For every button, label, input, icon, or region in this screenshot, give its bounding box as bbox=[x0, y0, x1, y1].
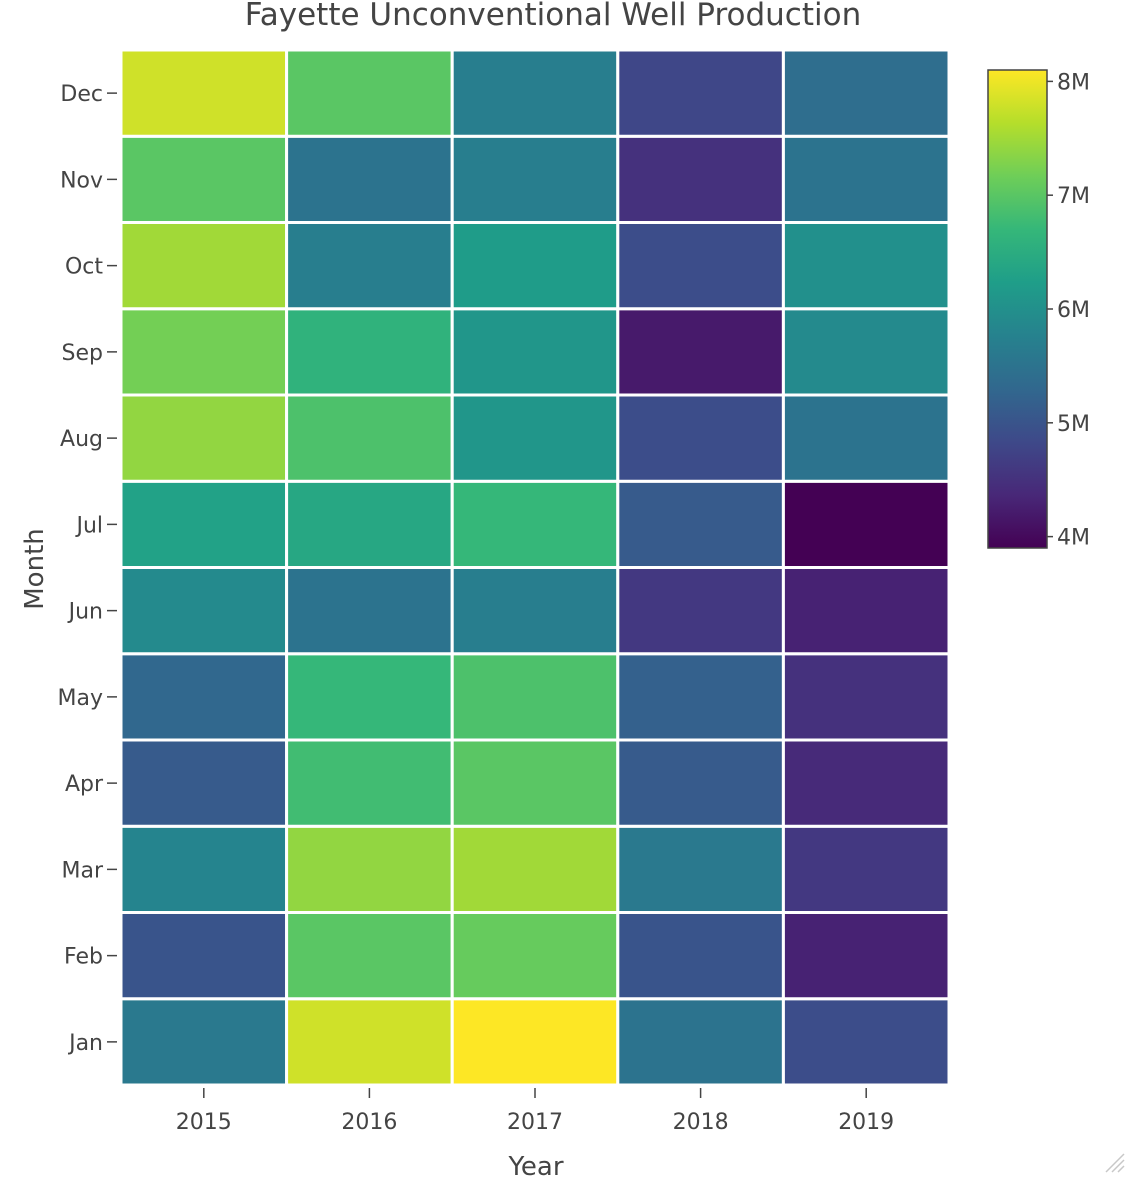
heatmap-cell-2017-nov[interactable] bbox=[450, 134, 620, 224]
colorbar-tick-label: 7M bbox=[1057, 184, 1090, 209]
heatmap-cell-2016-oct[interactable] bbox=[285, 221, 454, 311]
colorbar-tick-label: 6M bbox=[1057, 298, 1090, 323]
y-tick-label-feb: Feb bbox=[64, 945, 103, 970]
colorbar-scale bbox=[987, 69, 1048, 549]
heatmap-cells bbox=[119, 48, 951, 1087]
heatmap-cell-2016-nov[interactable] bbox=[285, 134, 454, 224]
y-tick-label-oct: Oct bbox=[65, 255, 103, 280]
y-tick-label-dec: Dec bbox=[60, 82, 103, 107]
heatmap-cell-2016-jul[interactable] bbox=[285, 479, 454, 569]
heatmap-cell-2015-dec[interactable] bbox=[119, 48, 289, 138]
x-axis-title: Year bbox=[507, 1152, 563, 1178]
x-tick-label-2018: 2018 bbox=[673, 1110, 729, 1135]
heatmap-cell-2015-feb[interactable] bbox=[119, 911, 289, 1001]
heatmap-cell-2017-jul[interactable] bbox=[450, 479, 620, 569]
heatmap-cell-2017-jun[interactable] bbox=[450, 566, 620, 656]
heatmap-cell-2017-apr[interactable] bbox=[450, 738, 620, 828]
heatmap-cell-2019-oct[interactable] bbox=[781, 221, 951, 311]
heatmap-cell-2018-jun[interactable] bbox=[616, 566, 785, 656]
heatmap-cell-2016-sep[interactable] bbox=[285, 307, 454, 397]
heatmap-cell-2019-aug[interactable] bbox=[781, 393, 951, 483]
heatmap-cell-2019-jul[interactable] bbox=[781, 479, 951, 569]
heatmap-cell-2015-mar[interactable] bbox=[119, 824, 289, 914]
heatmap-cell-2019-nov[interactable] bbox=[781, 134, 951, 224]
heatmap-cell-2018-jul[interactable] bbox=[616, 479, 785, 569]
heatmap-cell-2016-jun[interactable] bbox=[285, 566, 454, 656]
heatmap-cell-2018-dec[interactable] bbox=[616, 48, 785, 138]
heatmap-cell-2017-sep[interactable] bbox=[450, 307, 620, 397]
heatmap-cell-2015-oct[interactable] bbox=[119, 221, 289, 311]
y-tick-label-may: May bbox=[58, 686, 103, 711]
heatmap-cell-2017-may[interactable] bbox=[450, 652, 620, 742]
heatmap-cell-2015-jul[interactable] bbox=[119, 479, 289, 569]
heatmap-cell-2018-feb[interactable] bbox=[616, 911, 785, 1001]
heatmap-cell-2017-oct[interactable] bbox=[450, 221, 620, 311]
heatmap-cell-2018-aug[interactable] bbox=[616, 393, 785, 483]
x-axis: 2015 2016 2017 2018 2019 bbox=[176, 1088, 894, 1135]
y-axis-title: Month bbox=[20, 528, 50, 610]
heatmap-cell-2019-apr[interactable] bbox=[781, 738, 951, 828]
heatmap-cell-2016-mar[interactable] bbox=[285, 824, 454, 914]
heatmap-cell-2015-aug[interactable] bbox=[119, 393, 289, 483]
heatmap-cell-2017-feb[interactable] bbox=[450, 911, 620, 1001]
heatmap-cell-2016-apr[interactable] bbox=[285, 738, 454, 828]
heatmap-cell-2018-apr[interactable] bbox=[616, 738, 785, 828]
x-tick-label-2016: 2016 bbox=[341, 1110, 397, 1135]
y-tick-label-jun: Jun bbox=[67, 600, 103, 625]
x-tick-label-2019: 2019 bbox=[838, 1110, 894, 1135]
heatmap-cell-2015-apr[interactable] bbox=[119, 738, 289, 828]
heatmap-cell-2016-feb[interactable] bbox=[285, 911, 454, 1001]
heatmap-cell-2019-sep[interactable] bbox=[781, 307, 951, 397]
heatmap-cell-2017-aug[interactable] bbox=[450, 393, 620, 483]
x-tick-label-2015: 2015 bbox=[176, 1110, 232, 1135]
heatmap-cell-2018-may[interactable] bbox=[616, 652, 785, 742]
heatmap-cell-2016-may[interactable] bbox=[285, 652, 454, 742]
heatmap-cell-2015-may[interactable] bbox=[119, 652, 289, 742]
heatmap-cell-2015-sep[interactable] bbox=[119, 307, 289, 397]
chart-title: Fayette Unconventional Well Production bbox=[245, 0, 861, 33]
heatmap-cell-2016-aug[interactable] bbox=[285, 393, 454, 483]
heatmap-cell-2016-jan[interactable] bbox=[285, 997, 454, 1087]
heatmap-cell-2019-jun[interactable] bbox=[781, 566, 951, 656]
heatmap-cell-2016-dec[interactable] bbox=[285, 48, 454, 138]
heatmap-cell-2018-nov[interactable] bbox=[616, 134, 785, 224]
heatmap-cell-2019-may[interactable] bbox=[781, 652, 951, 742]
y-axis: Jan Feb Mar Apr May Jun Jul Aug Sep Oct Nov Dec bbox=[58, 82, 117, 1056]
y-tick-label-jul: Jul bbox=[74, 513, 103, 538]
x-tick-label-2017: 2017 bbox=[507, 1110, 563, 1135]
y-tick-label-mar: Mar bbox=[61, 858, 103, 883]
y-tick-label-apr: Apr bbox=[65, 772, 104, 797]
y-tick-label-nov: Nov bbox=[60, 168, 103, 193]
heatmap-cell-2018-mar[interactable] bbox=[616, 824, 785, 914]
y-tick-label-jan: Jan bbox=[67, 1031, 103, 1056]
heatmap-cell-2019-feb[interactable] bbox=[781, 911, 951, 1001]
heatmap-cell-2018-jan[interactable] bbox=[616, 997, 785, 1087]
heatmap-cell-2018-sep[interactable] bbox=[616, 307, 785, 397]
heatmap-cell-2017-dec[interactable] bbox=[450, 48, 620, 138]
heatmap-cell-2019-jan[interactable] bbox=[781, 997, 951, 1087]
heatmap-cell-2015-jan[interactable] bbox=[119, 997, 289, 1087]
colorbar-tick-label: 5M bbox=[1057, 412, 1090, 437]
heatmap-cell-2019-mar[interactable] bbox=[781, 824, 951, 914]
heatmap-cell-2018-oct[interactable] bbox=[616, 221, 785, 311]
colorbar-tick-label: 8M bbox=[1057, 70, 1090, 95]
heatmap-cell-2019-dec[interactable] bbox=[781, 48, 951, 138]
heatmap-cell-2017-mar[interactable] bbox=[450, 824, 620, 914]
heatmap-cell-2017-jan[interactable] bbox=[450, 997, 620, 1087]
colorbar: 4M 5M 6M 7M 8M bbox=[987, 69, 1090, 551]
colorbar-tick-label: 4M bbox=[1057, 526, 1090, 551]
resize-grip-icon[interactable] bbox=[1100, 1148, 1126, 1174]
y-tick-label-sep: Sep bbox=[62, 341, 103, 366]
heatmap-cell-2015-jun[interactable] bbox=[119, 566, 289, 656]
y-tick-label-aug: Aug bbox=[60, 427, 103, 452]
heatmap-cell-2015-nov[interactable] bbox=[119, 134, 289, 224]
